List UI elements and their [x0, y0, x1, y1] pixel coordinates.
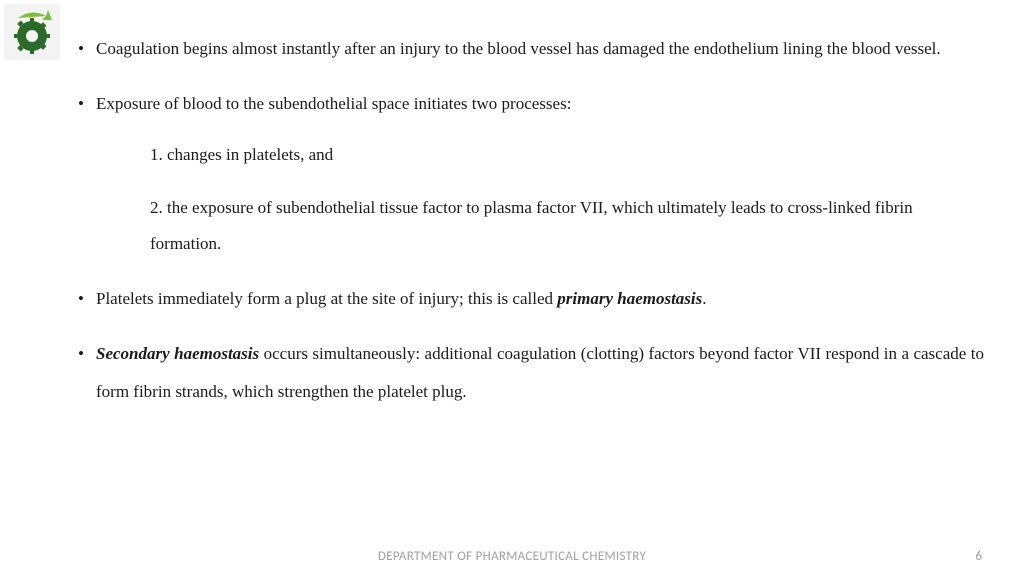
slide-content: Coagulation begins almost instantly afte…: [78, 30, 984, 428]
logo: [4, 4, 60, 60]
bullet-text: Coagulation begins almost instantly afte…: [96, 39, 941, 58]
sub-item: 1. changes in platelets, and: [150, 137, 984, 173]
bullet-text-pre: Platelets immediately form a plug at the…: [96, 289, 557, 308]
sub-item: 2. the exposure of subendothelial tissue…: [150, 190, 984, 261]
page-number: 6: [975, 549, 982, 564]
gear-arrow-icon: [8, 8, 56, 56]
bullet-text-post: .: [702, 289, 706, 308]
bold-italic-term: Secondary haemostasis: [96, 344, 259, 363]
sub-list: 1. changes in platelets, and 2. the expo…: [150, 137, 984, 262]
bullet-item: Coagulation begins almost instantly afte…: [78, 30, 984, 67]
bullet-item: Secondary haemostasis occurs simultaneou…: [78, 335, 984, 410]
bullet-item: Platelets immediately form a plug at the…: [78, 280, 984, 317]
bullet-item: Exposure of blood to the subendothelial …: [78, 85, 984, 261]
bullet-list: Coagulation begins almost instantly afte…: [78, 30, 984, 410]
footer-text: DEPARTMENT OF PHARMACEUTICAL CHEMISTRY: [0, 549, 1024, 564]
bold-italic-term: primary haemostasis: [557, 289, 702, 308]
bullet-text: Exposure of blood to the subendothelial …: [96, 94, 571, 113]
